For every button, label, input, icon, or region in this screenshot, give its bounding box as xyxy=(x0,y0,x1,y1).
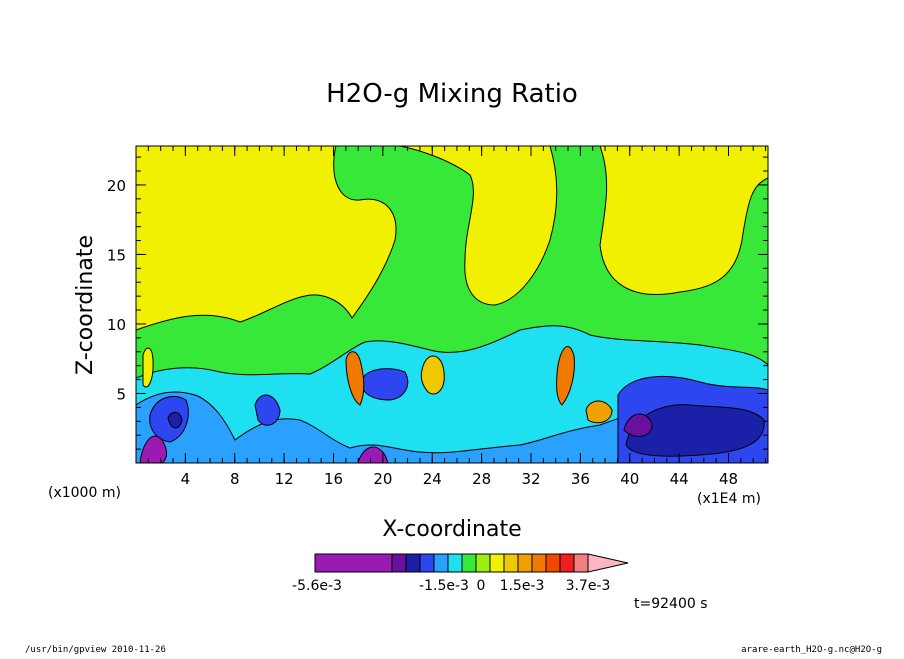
colorbar-segment xyxy=(419,553,435,573)
x-unit-left: (x1000 m) xyxy=(48,485,121,501)
time-annotation: t=92400 s xyxy=(634,596,708,612)
x-tick-label: 20 xyxy=(373,470,392,488)
colorbar xyxy=(314,553,629,573)
footer-left: /usr/bin/gpview 2010-11-26 xyxy=(25,645,166,654)
colorbar-segment xyxy=(461,553,477,573)
colorbar-segment xyxy=(545,553,561,573)
contour-purple-blob-bottom-mid xyxy=(357,446,389,463)
contour-purple-blob-bottom-left xyxy=(139,435,167,463)
colorbar-segment xyxy=(517,553,533,573)
x-tick-label: 32 xyxy=(521,470,540,488)
x-tick-label: 24 xyxy=(423,470,442,488)
contour-darkblue-blob-left xyxy=(167,411,183,429)
x-tick-label: 48 xyxy=(719,470,738,488)
y-axis-label: Z-coordinate xyxy=(73,235,98,375)
colorbar-segment xyxy=(559,553,575,573)
y-tick-label: 20 xyxy=(107,177,126,195)
colorbar-label: 0 xyxy=(477,578,486,594)
colorbar-label: 1.5e-3 xyxy=(500,578,545,594)
y-tick-label: 10 xyxy=(107,316,126,334)
contour-orange-blob-small xyxy=(585,400,613,424)
contour-orange-plume-left xyxy=(345,351,365,406)
x-tick-label: 28 xyxy=(472,470,491,488)
x-axis-label: X-coordinate xyxy=(382,517,521,542)
colorbar-label: -5.6e-3 xyxy=(292,578,342,594)
contour-darkblue-region xyxy=(625,404,765,457)
x-tick-label: 40 xyxy=(620,470,639,488)
contour-purple-region xyxy=(623,413,653,438)
contour-lightblue-region xyxy=(136,391,768,463)
contour-yellow-strip xyxy=(142,347,154,388)
contour-blue-blob-mid xyxy=(361,368,409,401)
x-tick-label: 16 xyxy=(324,470,343,488)
colorbar-label: -1.5e-3 xyxy=(419,578,469,594)
colorbar-segment xyxy=(531,553,547,573)
y-axis-ticks: 5 10 15 20 xyxy=(107,156,768,450)
x-tick-label: 12 xyxy=(275,470,294,488)
y-tick-label: 5 xyxy=(116,385,126,403)
colorbar-segment xyxy=(391,553,407,573)
footer-right: arare-earth_H2O-g.nc@H2O-g xyxy=(741,645,882,654)
x-tick-label: 44 xyxy=(670,470,689,488)
plot-frame xyxy=(135,145,769,464)
colorbar-segment xyxy=(433,553,449,573)
x-unit-right: (x1E4 m) xyxy=(697,491,761,507)
colorbar-label: 3.7e-3 xyxy=(566,578,611,594)
contour-orange-plume-right xyxy=(556,346,575,406)
colorbar-segment xyxy=(405,553,421,573)
x-tick-label: 4 xyxy=(181,470,191,488)
colorbar-arrow xyxy=(587,553,629,573)
colorbar-segment xyxy=(447,553,463,573)
y-tick-label: 15 xyxy=(107,246,126,264)
x-tick-label: 36 xyxy=(571,470,590,488)
colorbar-segment xyxy=(314,553,393,573)
x-tick-label: 8 xyxy=(230,470,240,488)
x-axis-ticks: 4 8 12 16 20 24 28 32 36 40 44 48 xyxy=(135,146,767,488)
colorbar-segment xyxy=(503,553,519,573)
contour-blue-blob-left2 xyxy=(254,394,281,426)
chart-title: H2O-g Mixing Ratio xyxy=(326,79,578,109)
colorbar-segment xyxy=(573,553,589,573)
contour-yellow-blob xyxy=(420,355,445,395)
colorbar-labels: -5.6e-3 -1.5e-3 0 1.5e-3 3.7e-3 xyxy=(292,578,610,594)
colorbar-segment xyxy=(489,553,505,573)
colorbar-segment xyxy=(475,553,491,573)
contour-field xyxy=(136,146,768,463)
